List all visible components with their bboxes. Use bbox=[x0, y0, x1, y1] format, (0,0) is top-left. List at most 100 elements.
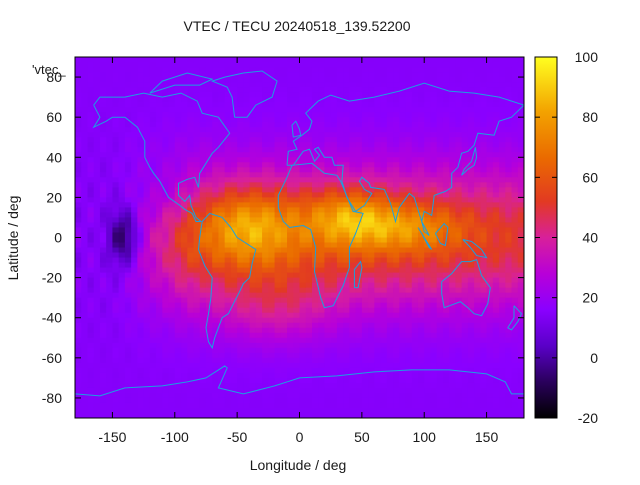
heatmap-cell bbox=[205, 312, 213, 319]
heatmap-cell bbox=[280, 302, 288, 309]
heatmap-cell bbox=[93, 337, 101, 344]
heatmap-cell bbox=[224, 82, 232, 88]
heatmap-cell bbox=[386, 272, 394, 279]
heatmap-cell bbox=[262, 392, 269, 399]
heatmap-cell bbox=[386, 312, 394, 319]
heatmap-cell bbox=[474, 342, 481, 349]
heatmap-cell bbox=[361, 132, 369, 138]
heatmap-cell bbox=[499, 232, 506, 239]
heatmap-cell bbox=[268, 107, 276, 113]
heatmap-cell bbox=[75, 367, 82, 374]
heatmap-cell bbox=[149, 157, 157, 163]
heatmap-cell bbox=[287, 202, 294, 209]
heatmap-cell bbox=[361, 257, 369, 264]
heatmap-cell bbox=[492, 72, 500, 78]
heatmap-cell bbox=[318, 377, 326, 384]
heatmap-cell bbox=[199, 82, 207, 88]
heatmap-cell bbox=[243, 187, 251, 193]
heatmap-cell bbox=[324, 87, 332, 93]
heatmap-cell bbox=[181, 152, 188, 158]
heatmap-cell bbox=[75, 327, 82, 334]
heatmap-cell bbox=[330, 167, 338, 173]
heatmap-cell bbox=[393, 397, 400, 404]
heatmap-cell bbox=[212, 117, 220, 123]
heatmap-cell bbox=[455, 127, 463, 133]
heatmap-cell bbox=[131, 397, 138, 404]
heatmap-cell bbox=[193, 182, 201, 188]
heatmap-cell bbox=[511, 92, 519, 98]
heatmap-cell bbox=[106, 92, 114, 98]
heatmap-cell bbox=[380, 77, 388, 83]
heatmap-cell bbox=[374, 167, 382, 173]
heatmap-cell bbox=[374, 107, 382, 113]
heatmap-cell bbox=[374, 127, 382, 133]
heatmap-cell bbox=[81, 382, 89, 389]
heatmap-cell bbox=[411, 212, 419, 219]
heatmap-cell bbox=[492, 92, 500, 98]
heatmap-cell bbox=[492, 117, 500, 123]
heatmap-cell bbox=[336, 67, 344, 73]
heatmap-cell bbox=[511, 337, 519, 344]
heatmap-cell bbox=[143, 372, 151, 379]
heatmap-cell bbox=[87, 217, 95, 224]
heatmap-cell bbox=[417, 157, 425, 163]
heatmap-cell bbox=[436, 182, 444, 188]
heatmap-cell bbox=[205, 287, 213, 294]
heatmap-cell bbox=[318, 382, 326, 389]
heatmap-cell bbox=[405, 82, 413, 88]
heatmap-cell bbox=[249, 62, 257, 68]
heatmap-cell bbox=[411, 347, 419, 354]
heatmap-cell bbox=[467, 162, 475, 168]
heatmap-cell bbox=[218, 177, 226, 183]
heatmap-cell bbox=[249, 102, 257, 108]
heatmap-cell bbox=[87, 262, 95, 269]
heatmap-cell bbox=[237, 382, 244, 389]
heatmap-cell bbox=[399, 382, 407, 389]
heatmap-cell bbox=[511, 62, 519, 68]
heatmap-cell bbox=[336, 142, 344, 148]
heatmap-cell bbox=[255, 387, 263, 394]
heatmap-cell bbox=[168, 247, 176, 254]
heatmap-cell bbox=[162, 162, 170, 168]
heatmap-cell bbox=[280, 92, 288, 98]
heatmap-cell bbox=[143, 97, 151, 103]
heatmap-cell bbox=[405, 357, 413, 364]
heatmap-cell bbox=[99, 267, 107, 274]
heatmap-cell bbox=[237, 367, 244, 374]
heatmap-cell bbox=[492, 202, 500, 209]
heatmap-cell bbox=[511, 357, 519, 364]
heatmap-cell bbox=[343, 212, 350, 219]
heatmap-cell bbox=[311, 377, 319, 384]
heatmap-cell bbox=[474, 112, 481, 118]
heatmap-cell bbox=[99, 292, 107, 299]
heatmap-cell bbox=[492, 397, 500, 404]
heatmap-cell bbox=[137, 122, 145, 128]
heatmap-cell bbox=[311, 342, 319, 349]
heatmap-cell bbox=[205, 147, 213, 153]
heatmap-cell bbox=[212, 137, 220, 143]
heatmap-cell bbox=[255, 312, 263, 319]
heatmap-cell bbox=[168, 122, 176, 128]
heatmap-cell bbox=[324, 357, 332, 364]
heatmap-cell bbox=[299, 252, 307, 259]
heatmap-cell bbox=[499, 67, 506, 73]
heatmap-cell bbox=[349, 172, 357, 178]
heatmap-cell bbox=[287, 122, 294, 128]
heatmap-cell bbox=[368, 207, 375, 214]
heatmap-cell bbox=[156, 142, 163, 148]
heatmap-cell bbox=[424, 67, 432, 73]
heatmap-cell bbox=[361, 227, 369, 234]
heatmap-cell bbox=[517, 247, 524, 254]
heatmap-cell bbox=[93, 87, 101, 93]
heatmap-cell bbox=[287, 107, 294, 113]
heatmap-cell bbox=[386, 77, 394, 83]
heatmap-cell bbox=[411, 282, 419, 289]
heatmap-cell bbox=[336, 242, 344, 249]
heatmap-cell bbox=[442, 212, 450, 219]
heatmap-cell bbox=[517, 242, 524, 249]
heatmap-cell bbox=[330, 62, 338, 68]
heatmap-cell bbox=[243, 147, 251, 153]
heatmap-cell bbox=[199, 67, 207, 73]
heatmap-cell bbox=[230, 377, 238, 384]
heatmap-cell bbox=[106, 292, 114, 299]
